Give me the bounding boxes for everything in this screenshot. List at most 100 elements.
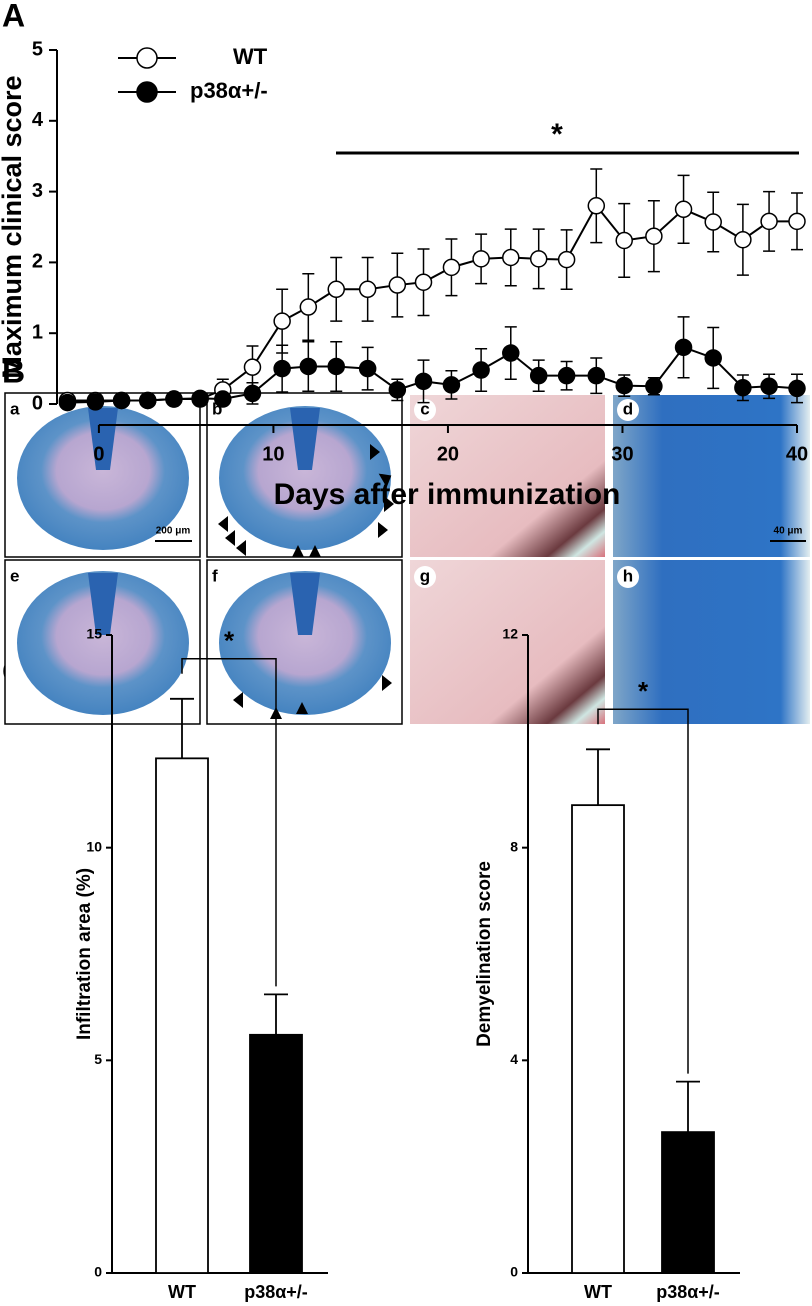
marker xyxy=(327,280,345,299)
marker xyxy=(502,344,520,362)
y-tick-label: 4 xyxy=(510,1051,518,1067)
scale-bar-label: 200 μm xyxy=(156,526,191,537)
marker xyxy=(243,384,262,403)
marker xyxy=(165,390,183,408)
marker xyxy=(112,391,131,410)
series-line xyxy=(67,203,797,402)
panel-label: B xyxy=(2,353,25,389)
marker xyxy=(358,359,377,378)
y-tick-label: 15 xyxy=(86,626,102,642)
marker xyxy=(139,391,157,410)
marker xyxy=(327,357,345,376)
marker xyxy=(557,366,576,385)
marker xyxy=(388,381,407,399)
x-tick-label: 40 xyxy=(786,443,808,465)
legend-label: p38α+/- xyxy=(190,78,268,103)
panel-label: A xyxy=(2,0,25,33)
marker xyxy=(299,357,318,376)
marker xyxy=(615,376,633,395)
marker xyxy=(734,378,752,397)
marker xyxy=(587,366,606,385)
y-tick-label: 5 xyxy=(94,1051,102,1067)
histology-panels xyxy=(4,392,810,725)
y-tick-label: 5 xyxy=(32,38,43,60)
marker xyxy=(502,248,520,267)
marker xyxy=(243,358,262,376)
image-label: c xyxy=(420,399,429,418)
bar xyxy=(661,1131,715,1274)
bar xyxy=(249,1033,303,1274)
y-tick-label: 8 xyxy=(510,838,518,854)
error-bar xyxy=(676,1080,700,1133)
x-axis-label: Days after immunization xyxy=(274,478,621,511)
error-bar xyxy=(170,697,194,759)
marker xyxy=(214,390,232,408)
image-label: b xyxy=(212,399,222,418)
annotation: * xyxy=(551,118,563,151)
marker xyxy=(414,273,433,291)
x-tick-label: p38α+/- xyxy=(656,1282,720,1302)
y-tick-label: 3 xyxy=(32,180,43,202)
marker xyxy=(273,312,291,330)
marker xyxy=(760,377,778,396)
scale-bar-label: 40 μm xyxy=(774,526,803,537)
significance-bracket xyxy=(597,708,689,1074)
marker xyxy=(273,359,291,378)
marker xyxy=(615,231,633,250)
marker xyxy=(704,349,722,367)
error-bar xyxy=(264,993,288,1035)
marker xyxy=(86,393,105,411)
y-tick-label: 1 xyxy=(32,321,43,343)
bar xyxy=(155,757,209,1274)
y-tick-label: 0 xyxy=(32,392,43,414)
x-tick-label: 30 xyxy=(611,443,633,465)
y-tick-label: 4 xyxy=(32,109,44,131)
marker xyxy=(674,200,693,219)
bar xyxy=(571,804,625,1274)
marker xyxy=(788,212,806,231)
marker xyxy=(674,338,693,357)
marker xyxy=(358,280,377,299)
marker xyxy=(645,227,663,245)
x-tick-label: 10 xyxy=(262,443,284,465)
marker xyxy=(557,250,576,269)
marker xyxy=(788,379,806,398)
marker xyxy=(587,197,606,215)
image-label: d xyxy=(623,399,633,418)
marker xyxy=(442,376,461,394)
image-label: g xyxy=(420,566,430,585)
legend-label: WT xyxy=(233,44,268,69)
legend-marker xyxy=(136,81,158,103)
image-label: e xyxy=(10,566,19,585)
y-tick-label: 12 xyxy=(502,626,518,642)
marker xyxy=(760,212,778,231)
x-tick-label: 0 xyxy=(93,443,104,465)
y-tick-label: 10 xyxy=(86,838,102,854)
marker xyxy=(704,213,722,231)
y-tick-label: 2 xyxy=(32,251,43,273)
marker xyxy=(414,372,433,391)
marker xyxy=(529,366,548,385)
marker xyxy=(442,258,461,277)
annotation: * xyxy=(224,626,235,656)
marker xyxy=(529,250,548,268)
marker xyxy=(472,361,490,379)
marker xyxy=(388,276,407,294)
marker xyxy=(58,393,77,412)
y-tick-label: 0 xyxy=(510,1264,518,1280)
marker xyxy=(645,377,663,396)
image-label: h xyxy=(623,566,633,585)
marker xyxy=(191,389,209,408)
x-tick-label: p38α+/- xyxy=(244,1282,308,1302)
legend-marker xyxy=(136,47,158,69)
x-tick-label: WT xyxy=(584,1282,612,1302)
y-axis-label: Infiltration area (%) xyxy=(74,868,95,1040)
marker xyxy=(299,298,318,316)
annotation: * xyxy=(638,676,649,706)
marker xyxy=(472,250,490,268)
x-tick-label: 20 xyxy=(437,443,459,465)
image-label: a xyxy=(10,399,20,418)
y-axis-label: Demyelination score xyxy=(474,861,495,1047)
x-tick-label: WT xyxy=(168,1282,196,1302)
